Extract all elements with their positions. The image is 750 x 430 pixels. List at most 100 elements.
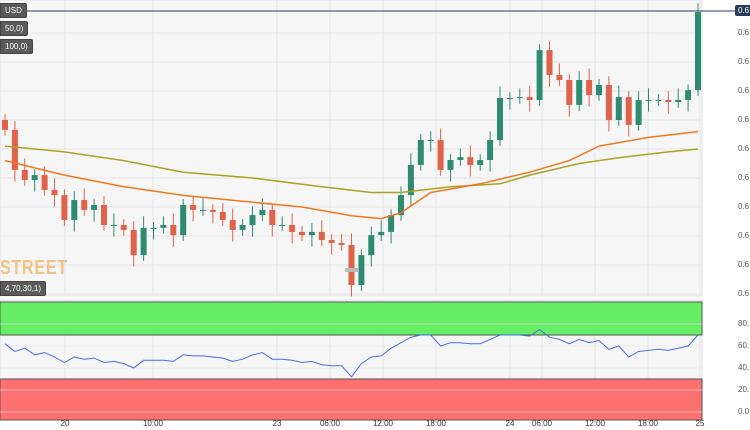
candle-bullish <box>576 79 583 105</box>
y-tick-label: 0.6 <box>738 144 750 153</box>
candle-bullish <box>200 209 206 211</box>
candle-bullish <box>685 90 692 100</box>
candle-bullish <box>447 160 454 170</box>
rsi-oversold-zone <box>0 378 703 421</box>
candle-bearish <box>41 175 48 190</box>
candle-bearish <box>328 240 335 243</box>
candle-bearish <box>2 120 8 130</box>
candle-bearish <box>170 224 177 236</box>
x-tick-label: 18:00 <box>637 419 659 428</box>
scroll-handle[interactable] <box>345 268 359 272</box>
candle-bearish <box>229 220 236 230</box>
candle-bearish <box>566 79 573 105</box>
ma50-line <box>4 130 699 220</box>
candle-bullish <box>457 157 464 161</box>
candle-bearish <box>605 84 612 120</box>
candle-bullish <box>695 12 701 91</box>
x-tick-label: 06:00 <box>531 419 553 428</box>
candle-bullish <box>378 231 385 236</box>
rsi-tick-label: 80. <box>738 319 750 328</box>
x-tick-label: 20 <box>60 419 70 428</box>
candle-bearish <box>209 209 216 212</box>
rsi-tick-label: 20. <box>738 385 750 394</box>
candle-bearish <box>556 75 563 80</box>
candle-bearish <box>101 204 107 225</box>
candle-bearish <box>190 204 197 210</box>
candle-bullish <box>91 204 98 210</box>
rsi-line <box>4 328 699 378</box>
candle-bullish <box>308 231 315 236</box>
candle-bullish <box>497 97 503 141</box>
candle-bearish <box>665 99 672 103</box>
y-tick-label: 0.6 <box>738 202 750 211</box>
ma100-line <box>4 145 699 194</box>
candle-bearish <box>318 231 325 241</box>
candle-bullish <box>596 84 602 96</box>
candle-bullish <box>259 209 266 216</box>
candle-bullish <box>140 227 147 256</box>
y-tick-label: 0.6 <box>738 115 750 124</box>
candle-bullish <box>645 99 652 101</box>
x-tick-label: 23 <box>272 419 282 428</box>
candle-bullish <box>110 224 117 226</box>
candle-bullish <box>536 50 543 100</box>
x-tick-label: 25 <box>695 419 705 428</box>
candle-bearish <box>625 97 632 125</box>
rsi-label: 4,70,30,1) <box>0 281 47 296</box>
candle-bullish <box>249 215 256 225</box>
x-tick-label: 06:00 <box>319 419 341 428</box>
candle-bearish <box>348 244 355 286</box>
rsi-tick-label: 0.0 <box>738 407 750 416</box>
candle-bullish <box>180 204 187 236</box>
candle-bearish <box>467 157 474 165</box>
y-tick-label: 0.6 <box>738 28 750 37</box>
candle-bearish <box>120 224 127 230</box>
candle-bullish <box>398 195 404 216</box>
candle-bullish <box>516 97 523 99</box>
candle-bearish <box>81 200 88 210</box>
watermark: STREET <box>0 257 68 279</box>
candle-bearish <box>21 169 28 181</box>
x-tick-label: 18:00 <box>425 419 447 428</box>
y-tick-label: 0.6 <box>738 260 750 269</box>
symbol-label: USD <box>0 3 27 18</box>
candle-bearish <box>219 211 226 221</box>
candle-bullish <box>407 164 414 196</box>
candle-bullish <box>368 235 375 256</box>
y-tick-label: 0.6 <box>738 289 750 298</box>
x-tick-label: 24 <box>505 419 515 428</box>
candle-bullish <box>635 99 642 125</box>
candle-bullish <box>150 227 157 229</box>
y-tick-label: 0.6 <box>738 173 750 182</box>
candle-bullish <box>427 140 434 142</box>
candle-bearish <box>11 129 18 170</box>
candle-bearish <box>526 97 533 100</box>
x-tick-label: 10:00 <box>142 419 164 428</box>
candle-bullish <box>71 200 78 221</box>
y-tick-label: 0.6 <box>738 57 750 66</box>
candle-bearish <box>289 224 296 232</box>
candle-bearish <box>130 229 137 256</box>
candle-bullish <box>506 97 513 99</box>
candle-bullish <box>675 99 682 103</box>
candle-bearish <box>338 242 345 245</box>
candle-bearish <box>546 50 553 76</box>
x-tick-label: 12:00 <box>372 419 394 428</box>
current-price-tag: 0.6 <box>735 5 750 16</box>
candle-bullish <box>477 160 484 165</box>
candle-bullish <box>655 99 662 101</box>
candle-bearish <box>437 140 444 170</box>
candle-bearish <box>269 209 276 225</box>
candle-bullish <box>417 140 424 165</box>
candle-bullish <box>615 97 622 120</box>
candle-bearish <box>51 189 58 196</box>
candle-bearish <box>586 79 593 96</box>
candle-bullish <box>160 224 167 228</box>
candle-bearish <box>299 231 305 236</box>
rsi-overbought-zone <box>0 301 703 336</box>
ma50-label: 50,0) <box>0 21 29 36</box>
rsi-tick-label: 60. <box>738 341 750 350</box>
candle-bullish <box>358 255 365 286</box>
candle-bearish <box>61 195 68 221</box>
